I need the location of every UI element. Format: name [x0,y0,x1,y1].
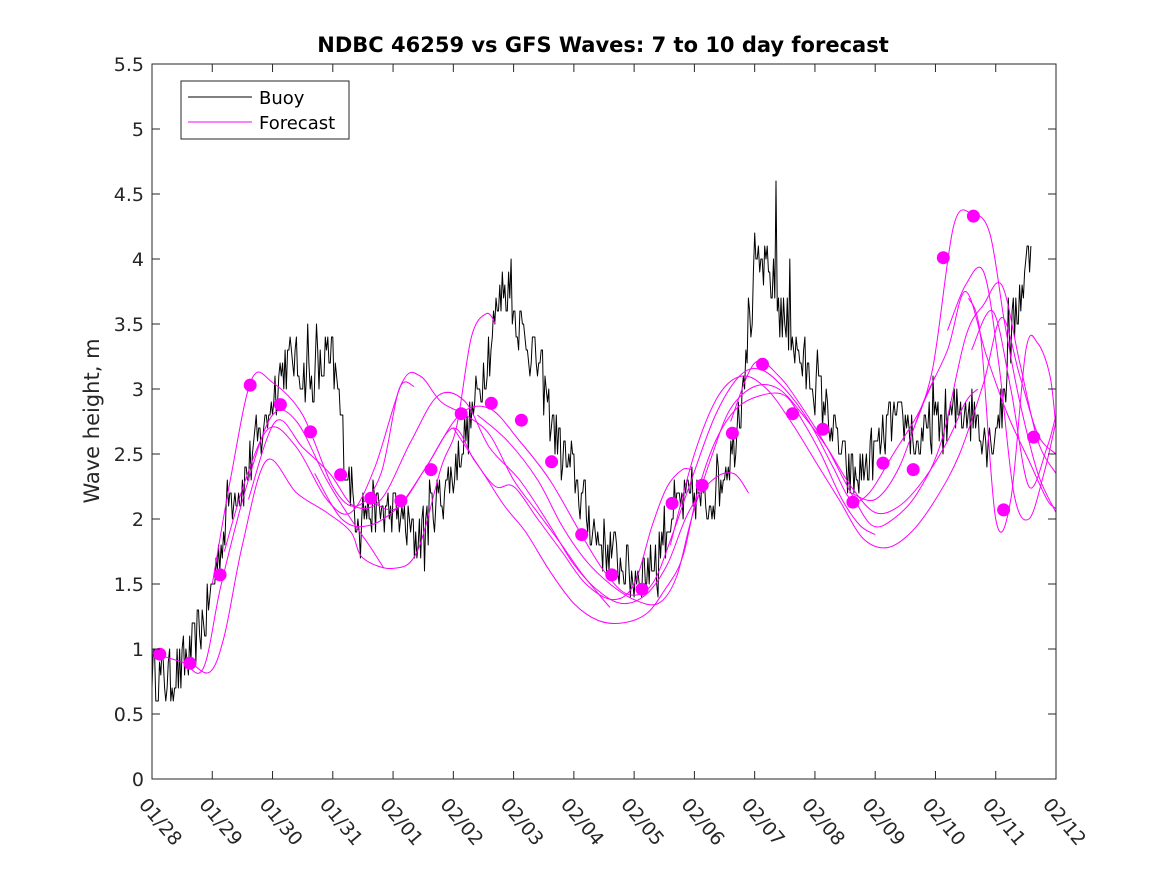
forecast-line-9 [477,384,979,606]
forecast-point-10 [424,463,438,477]
forecast-point-4 [243,378,257,392]
forecast-point-12 [484,396,498,410]
forecast-point-5 [273,398,287,412]
legend: Buoy Forecast [180,80,350,140]
y-tick-label: 5 [132,119,144,141]
forecast-line-2 [187,312,496,674]
forecast-point-23 [816,422,830,436]
forecast-point-17 [635,582,649,596]
y-tick-label: 3.5 [114,314,144,336]
forecast-point-15 [575,528,589,542]
y-tick-label: 1 [132,639,144,661]
forecast-point-26 [906,463,920,477]
forecast-point-19 [695,478,709,492]
y-tick-label: 2.5 [114,444,144,466]
forecast-series-points [153,209,1041,670]
forecast-line-14 [947,266,1057,521]
y-tick-label: 0.5 [114,704,144,726]
y-tick-label: 2 [132,509,144,531]
y-tick-label: 4 [132,249,144,271]
forecast-point-7 [334,468,348,482]
forecast-point-11 [454,407,468,421]
y-tick-label: 5.5 [114,54,144,76]
forecast-point-28 [966,209,980,223]
forecast-point-22 [786,407,800,421]
legend-buoy-label: Buoy [259,88,305,109]
forecast-line-11 [730,282,1057,528]
forecast-point-25 [876,456,890,470]
axes-box [151,63,1057,780]
forecast-point-13 [514,413,528,427]
forecast-point-27 [936,251,950,265]
buoy-line [151,180,1032,702]
forecast-point-9 [394,494,408,508]
plot-area [152,64,1056,779]
y-tick-label: 4.5 [114,184,144,206]
forecast-point-20 [725,426,739,440]
forecast-point-8 [364,491,378,505]
forecast-line-12 [850,290,1057,509]
y-tick-label: 1.5 [114,574,144,596]
chart-title: NDBC 46259 vs GFS Waves: 7 to 10 day for… [317,33,888,57]
buoy-series [151,180,1032,702]
y-tick-label: 0 [132,769,144,791]
forecast-line-15 [971,310,1057,489]
forecast-line-16 [968,297,1057,533]
forecast-line-5 [247,391,750,605]
forecast-line-13 [910,209,1057,513]
forecast-point-29 [997,503,1011,517]
legend-box [180,80,350,140]
forecast-point-18 [665,496,679,510]
y-tick-label: 3 [132,379,144,401]
forecast-point-2 [183,656,197,670]
y-axis-label: Wave height, m [80,338,104,503]
forecast-line-1 [151,409,385,674]
forecast-point-14 [545,455,559,469]
forecast-point-6 [304,425,317,439]
legend-forecast-label: Forecast [259,113,335,134]
forecast-point-24 [846,495,860,509]
forecast-point-16 [605,568,619,582]
forecast-point-30 [1027,430,1041,444]
forecast-point-1 [153,647,167,661]
forecast-point-21 [756,357,769,371]
forecast-point-3 [213,568,227,582]
